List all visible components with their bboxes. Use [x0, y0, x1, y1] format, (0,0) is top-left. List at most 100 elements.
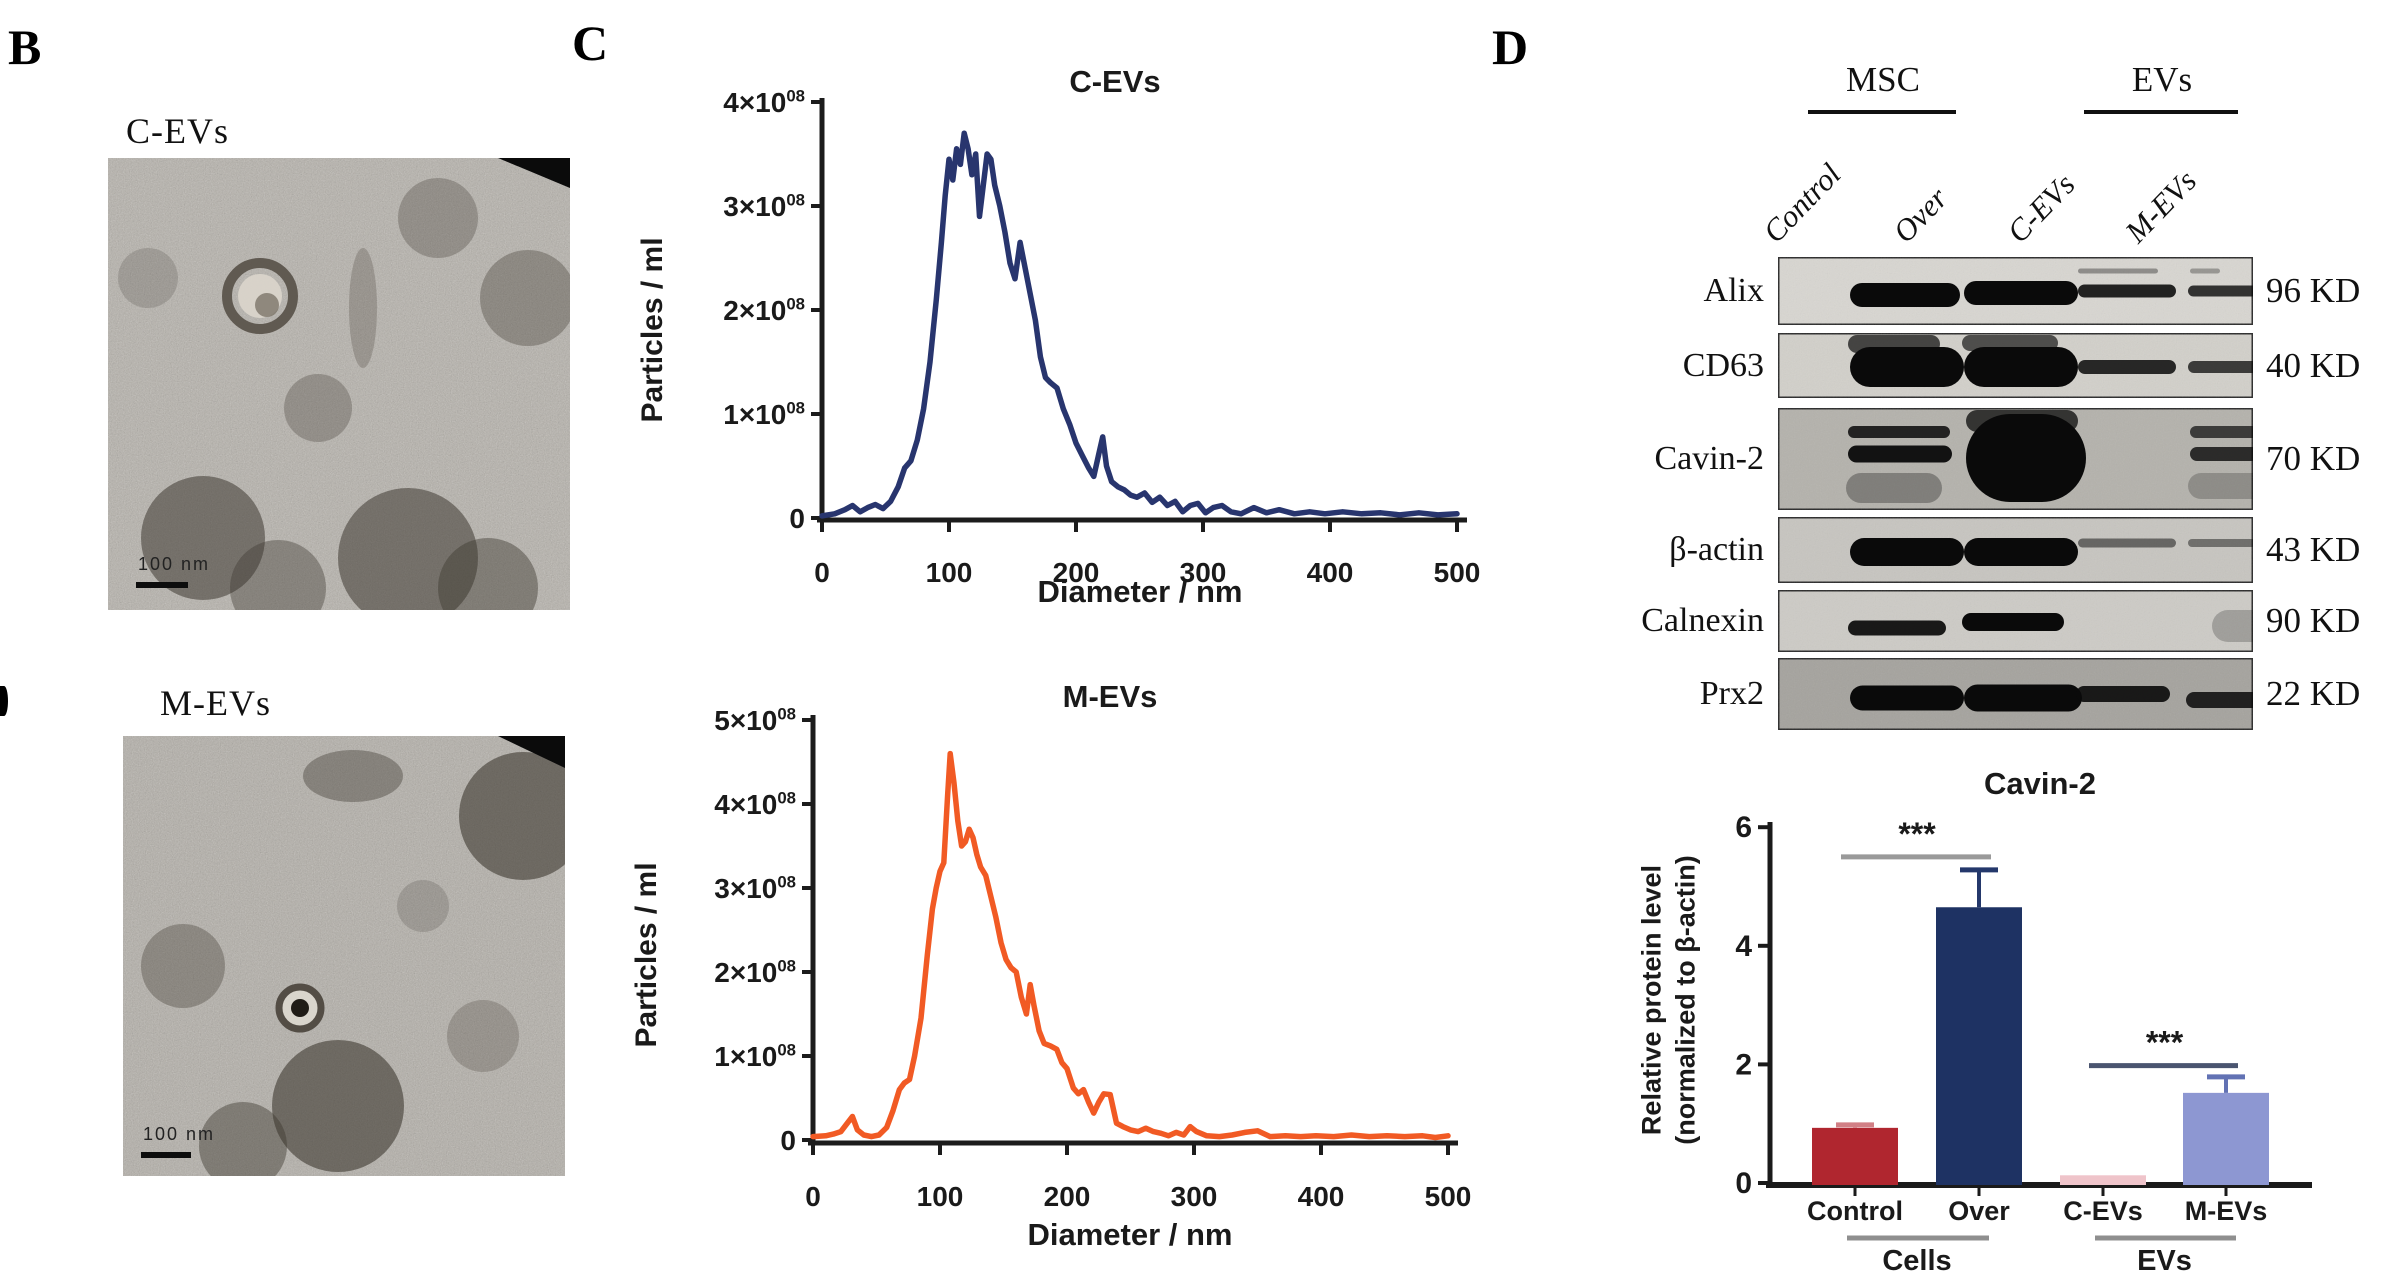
lane-label-over: Over	[1886, 180, 1955, 250]
molecular-weight-label: 22 KD	[2266, 674, 2361, 713]
protein-band	[2190, 447, 2253, 461]
protein-band	[1850, 538, 1964, 566]
bar-control	[1812, 1127, 1898, 1185]
x-tick-label: 400	[1307, 557, 1354, 588]
protein-band	[1846, 473, 1942, 503]
molecular-weight-label: 96 KD	[2266, 271, 2361, 310]
protein-band	[1850, 283, 1960, 307]
protein-label: CD63	[1682, 346, 1764, 384]
tem-debris-blobs	[118, 178, 570, 610]
y-tick-label: 0	[780, 1125, 796, 1156]
scale-bar	[141, 1152, 191, 1158]
protein-band	[2188, 285, 2253, 297]
protein-label: Prx2	[1699, 675, 1764, 712]
lane-label-control: Control	[1756, 156, 1848, 250]
x-axis-label: Diameter / nm	[1037, 574, 1242, 609]
x-tick-label: 300	[1180, 557, 1227, 588]
x-tick-label: 500	[1425, 1181, 1472, 1212]
x-tick-label: 100	[917, 1181, 964, 1212]
protein-label: β-actin	[1669, 531, 1764, 568]
y-tick-label: 0	[1735, 1167, 1752, 1200]
protein-band	[1848, 620, 1946, 636]
protein-band	[2078, 284, 2176, 298]
cropped-letter-mark	[0, 686, 8, 716]
protein-band	[1964, 281, 2078, 305]
tem-image-cevs: 100 nm	[108, 158, 570, 610]
protein-band	[1962, 335, 2058, 351]
molecular-weight-label: 43 KD	[2266, 530, 2361, 569]
bar-c-evs	[2060, 1175, 2146, 1185]
cavin2-bar-chart: Cavin-2 0 2 4 6 Control Over C-EVs M-EVs *** *** Ce…	[1735, 766, 2312, 1277]
lane-label-cevs: C-EVs	[2000, 166, 2082, 250]
y-tick-label: 2	[1735, 1048, 1752, 1081]
significance-stars: ***	[1898, 816, 1936, 852]
tem-corner-mark	[498, 736, 565, 768]
protein-band	[2078, 538, 2176, 548]
protein-band	[1848, 445, 1952, 463]
x-tick-label: 500	[1434, 557, 1481, 588]
tem-title-mevs: M-EVs	[160, 683, 271, 723]
x-category-label: Control	[1807, 1196, 1903, 1226]
group-header-msc: MSC	[1846, 60, 1920, 99]
size-distribution-curve	[819, 130, 1460, 519]
x-tick-label: 400	[1298, 1181, 1345, 1212]
tem-debris-blobs	[141, 750, 565, 1176]
protein-band	[2190, 268, 2220, 274]
vesicle-icon	[222, 258, 298, 334]
chart-title: M-EVs	[1063, 679, 1158, 714]
x-tick-label: 0	[814, 557, 830, 588]
protein-band	[1966, 410, 2078, 432]
significance-stars: ***	[2146, 1025, 2184, 1061]
panel-label-d: D	[1492, 19, 1529, 75]
y-tick-label: 2×1008	[714, 956, 796, 988]
x-tick-label: 0	[805, 1181, 821, 1212]
x-axis-label: Diameter / nm	[1027, 1217, 1232, 1252]
y-tick-label: 4	[1735, 930, 1752, 963]
tem-title-cevs: C-EVs	[126, 111, 229, 151]
tem-corner-mark	[498, 158, 570, 188]
scale-bar-label: 100 nm	[138, 554, 210, 574]
blot-band-image	[1778, 658, 2253, 730]
y-tick-label: 6	[1735, 811, 1752, 844]
protein-band	[2190, 426, 2253, 438]
y-tick-label: 3×1008	[714, 872, 796, 904]
vesicle-icon	[275, 983, 325, 1033]
protein-band	[1964, 684, 2082, 712]
protein-label: Calnexin	[1641, 602, 1764, 639]
scale-bar	[136, 582, 188, 588]
panel-label-c: C	[572, 15, 609, 71]
protein-band	[1850, 347, 1964, 387]
protein-band	[2188, 473, 2253, 499]
y-axis-label: Particles / ml	[636, 237, 669, 422]
blot-band-image	[1778, 257, 2253, 325]
protein-band	[1848, 335, 1940, 353]
protein-band	[1966, 414, 2086, 502]
x-category-label: M-EVs	[2185, 1196, 2268, 1226]
y-tick-label: 1×1008	[723, 398, 805, 430]
protein-band	[2188, 539, 2253, 547]
protein-band	[2078, 268, 2158, 274]
protein-band	[2188, 361, 2253, 373]
protein-label: Alix	[1703, 272, 1764, 309]
bar-m-evs	[2183, 1092, 2269, 1185]
x-category-label: Over	[1948, 1196, 2010, 1226]
y-tick-label: 0	[789, 503, 805, 534]
molecular-weight-label: 70 KD	[2266, 439, 2361, 478]
group-label: EVs	[2137, 1245, 2192, 1277]
protein-band	[2076, 686, 2170, 702]
nta-chart-mevs: M-EVs Particles / ml 0 1×1008 2×1008 3×1008 4×…	[630, 679, 1472, 1252]
y-tick-label: 5×1008	[714, 704, 796, 736]
bar-chart-title: Cavin-2	[1984, 766, 2096, 801]
protein-band	[1848, 426, 1950, 438]
nta-chart-cevs: C-EVs Particles / ml 0 1×1008 2×1008 3×1008 4×…	[636, 64, 1481, 609]
group-underline-evs	[2084, 110, 2238, 114]
protein-band	[1964, 347, 2078, 387]
y-tick-label: 1×1008	[714, 1040, 796, 1072]
lane-label-mevs: M-EVs	[2118, 163, 2204, 250]
group-header-evs: EVs	[2131, 60, 2193, 99]
tem-image-mevs: 100 nm	[123, 736, 565, 1176]
protein-band	[1850, 685, 1964, 711]
protein-band	[1964, 538, 2078, 566]
blot-band-image	[1778, 333, 2253, 398]
protein-band	[2212, 610, 2253, 642]
